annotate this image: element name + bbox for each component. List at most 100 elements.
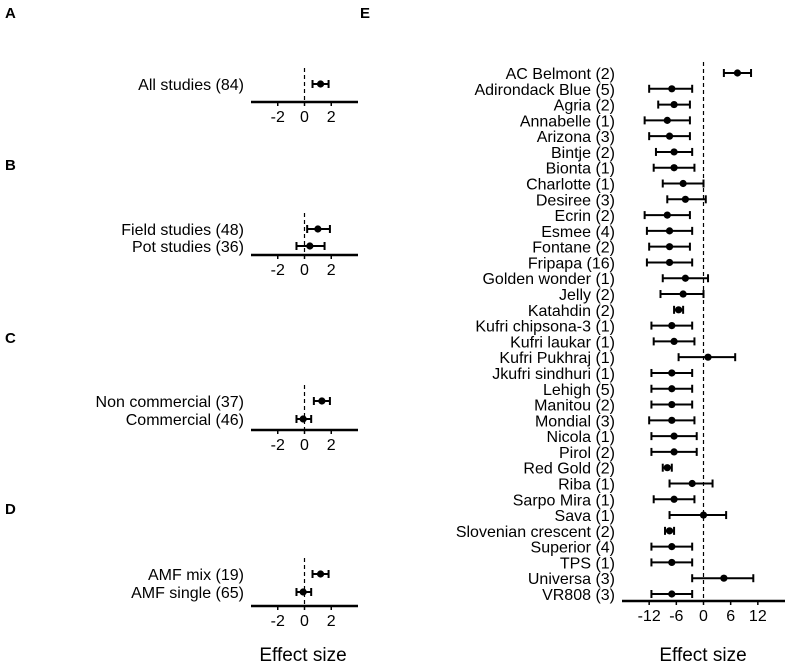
x-tick-label: -6	[669, 608, 683, 625]
estimate-point	[668, 400, 676, 409]
estimate-point	[316, 570, 325, 578]
category-label: Pirol (2)	[559, 445, 615, 462]
panel-b: B -2 0 2 Field studies (48)Pot studies (36)	[5, 157, 358, 279]
category-label: Fontane (2)	[532, 240, 615, 257]
category-label: Pot studies (36)	[132, 239, 244, 256]
estimate-point	[668, 543, 676, 551]
x-tick-label: 12	[749, 608, 767, 625]
x-tick-label: -12	[638, 608, 661, 625]
category-label: Arizona (3)	[537, 129, 615, 146]
panel-d: D -2 0 2 AMF mix (19)AMF single (65)	[5, 501, 358, 630]
category-label: Superior (4)	[531, 540, 615, 557]
x-tick-label: 2	[327, 262, 336, 279]
estimate-point	[299, 588, 307, 596]
category-label: Non commercial (37)	[96, 394, 244, 411]
category-label: Jkufri sindhuri (1)	[492, 366, 615, 383]
category-label: Esmee (4)	[541, 224, 615, 241]
category-label: Red Gold (2)	[523, 461, 615, 478]
estimate-point	[688, 479, 696, 488]
panel-letter: C	[5, 330, 16, 347]
category-label: Sava (1)	[555, 508, 615, 525]
category-label: Mondial (3)	[535, 413, 615, 430]
category-label: Field studies (48)	[121, 222, 244, 239]
x-tick-label: -2	[271, 613, 285, 630]
category-label: Bionta (1)	[546, 161, 615, 178]
estimate-point	[665, 227, 674, 235]
estimate-point	[670, 448, 678, 456]
category-label: Manitou (2)	[534, 398, 615, 415]
x-tick-label: 0	[300, 613, 309, 630]
estimate-point	[306, 242, 314, 250]
category-label: Agria (2)	[554, 98, 615, 115]
panel-c: C -2 0 2 Non commercial (37)Commercial (46)	[5, 330, 358, 454]
category-label: Bintje (2)	[551, 145, 615, 162]
x-tick-label: 0	[300, 109, 309, 126]
category-label: Golden wonder (1)	[482, 271, 615, 288]
category-label: Lehigh (5)	[543, 382, 615, 399]
estimate-point	[314, 225, 322, 233]
category-label: TPS (1)	[560, 555, 615, 572]
panel-a: A -2 0 2 All studies (84)	[5, 5, 358, 126]
estimate-point	[670, 164, 678, 172]
category-label: Adirondack Blue (5)	[474, 82, 615, 99]
estimate-point	[668, 416, 676, 424]
x-tick-label: 2	[327, 109, 336, 126]
estimate-point	[679, 179, 687, 188]
category-label: Commercial (46)	[126, 412, 244, 429]
estimate-point	[674, 306, 683, 314]
category-label: All studies (84)	[138, 77, 244, 94]
estimate-point	[668, 558, 676, 567]
category-label: Charlotte (1)	[526, 177, 615, 194]
category-label: AC Belmont (2)	[506, 66, 615, 83]
estimate-point	[318, 397, 326, 405]
category-label: Ecrin (2)	[555, 208, 615, 225]
estimate-point	[663, 464, 671, 472]
estimate-point	[668, 590, 676, 598]
x-axis-title-left: Effect size	[259, 645, 346, 664]
estimate-point	[668, 369, 676, 377]
category-label: Kufri laukar (1)	[510, 334, 615, 351]
estimate-point	[670, 495, 678, 503]
panels: A -2 0 2 All studies (84) B -2 0 2 Field studies …	[5, 5, 785, 630]
x-tick-label: 0	[699, 608, 708, 625]
x-tick-label: 6	[726, 608, 735, 625]
estimate-point	[681, 195, 689, 203]
panel-letter: D	[5, 501, 16, 518]
estimate-point	[670, 432, 678, 440]
x-tick-label: 0	[300, 262, 309, 279]
category-label: Universa (3)	[528, 571, 615, 588]
category-label: AMF mix (19)	[148, 567, 244, 584]
category-label: Jelly (2)	[559, 287, 615, 304]
panel-e: E -12 -6 0 6 12 AC Belmont (2)Adirondack Blue …	[360, 5, 785, 625]
category-label: Kufri chipsona-3 (1)	[475, 319, 615, 336]
x-tick-label: 0	[300, 437, 309, 454]
estimate-point	[663, 116, 671, 124]
estimate-point	[665, 132, 674, 140]
estimate-point	[668, 322, 676, 330]
x-tick-label: -2	[271, 262, 285, 279]
estimate-point	[665, 258, 674, 267]
estimate-point	[299, 415, 307, 423]
estimate-point	[668, 85, 676, 93]
category-label: Sarpo Mira (1)	[513, 492, 615, 509]
x-tick-label: -2	[271, 109, 285, 126]
estimate-point	[670, 148, 678, 156]
estimate-point	[679, 290, 687, 298]
estimate-point	[704, 353, 712, 361]
panel-letter: B	[5, 157, 16, 174]
x-tick-label: 2	[327, 437, 336, 454]
estimate-point	[733, 69, 742, 77]
estimate-point	[670, 337, 678, 345]
category-label: Desiree (3)	[536, 192, 615, 209]
estimate-point	[316, 80, 325, 88]
x-tick-label: 2	[327, 613, 336, 630]
estimate-point	[663, 211, 671, 219]
estimate-point	[681, 274, 689, 282]
estimate-point	[670, 100, 678, 109]
estimate-point	[668, 385, 676, 393]
category-label: VR808 (3)	[542, 587, 615, 604]
category-label: Riba (1)	[558, 476, 615, 493]
x-tick-label: -2	[271, 437, 285, 454]
x-axis-title-right: Effect size	[659, 645, 746, 664]
